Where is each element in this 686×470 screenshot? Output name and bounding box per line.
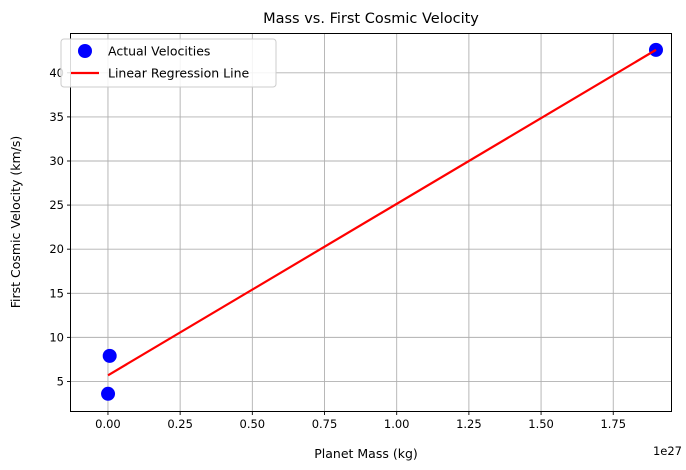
- x-tick-label: 1.00: [384, 417, 410, 431]
- y-tick-label: 25: [49, 198, 64, 212]
- x-tick-label: 1.25: [456, 417, 482, 431]
- x-axis-label: Planet Mass (kg): [314, 446, 418, 461]
- data-point: [102, 348, 117, 363]
- regression-line: [107, 48, 657, 377]
- y-tick-label: 35: [49, 110, 64, 124]
- legend-marker-actual-velocities: [78, 44, 92, 58]
- y-tick-label: 15: [49, 286, 64, 300]
- x-tick-label: 1.75: [600, 417, 626, 431]
- y-tick-label: 10: [49, 330, 64, 344]
- x-tick-label: 0.50: [240, 417, 266, 431]
- x-tick-label: 1.50: [528, 417, 554, 431]
- plot-series: [101, 42, 663, 401]
- legend: Actual Velocities Linear Regression Line: [60, 38, 277, 88]
- legend-box: [60, 38, 277, 88]
- grid: [71, 34, 671, 411]
- y-tick-label: 30: [49, 154, 64, 168]
- legend-label-linear-regression-line: Linear Regression Line: [108, 66, 250, 81]
- legend-label-actual-velocities: Actual Velocities: [108, 44, 210, 59]
- y-axis-label: First Cosmic Velocity (km/s): [8, 136, 23, 309]
- data-point: [101, 386, 116, 401]
- x-tick-label: 0.25: [167, 417, 193, 431]
- x-axis-offset-label: 1e27: [653, 444, 682, 458]
- y-tick-label: 40: [49, 66, 64, 80]
- x-tick-label: 0.75: [312, 417, 338, 431]
- y-tick-label: 5: [57, 374, 64, 388]
- plot-frame: [70, 33, 672, 412]
- chart-title: Mass vs. First Cosmic Velocity: [263, 11, 479, 27]
- x-tick-label: 0.00: [95, 417, 121, 431]
- y-tick-label: 20: [49, 242, 64, 256]
- axis-ticks: 0.00 0.25 0.50 0.75 1.00 1.25 1.50 1.75 5 10 15 20 2…: [49, 66, 626, 431]
